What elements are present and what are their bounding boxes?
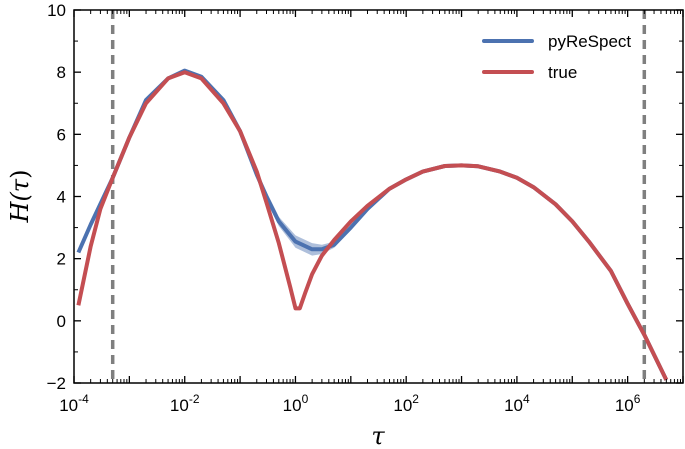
y-tick-labels: −2 0 2 4 6 8 10 bbox=[47, 1, 66, 393]
x-tick-label: 10-4 bbox=[59, 392, 89, 415]
y-tick-label: 6 bbox=[57, 125, 66, 144]
x-tick-label: 106 bbox=[615, 392, 641, 415]
x-tick-label: 10-2 bbox=[170, 392, 200, 415]
x-tick-label: 100 bbox=[283, 392, 309, 415]
y-tick-label: 2 bbox=[57, 250, 66, 269]
band-pyrespect bbox=[78, 70, 667, 380]
threshold-lines bbox=[110, 10, 647, 383]
x-tick-label: 104 bbox=[504, 392, 530, 415]
series-lines bbox=[76, 68, 669, 381]
legend-label-true: true bbox=[548, 63, 577, 82]
y-tick-label: 10 bbox=[47, 1, 66, 20]
legend-label-pyrespect: pyReSpect bbox=[548, 32, 631, 51]
uncertainty-band bbox=[78, 70, 667, 380]
y-tick-label: 0 bbox=[57, 312, 66, 331]
y-tick-label: 8 bbox=[57, 63, 66, 82]
x-tick-labels: 10-4 10-2 100 102 104 106 bbox=[59, 392, 641, 415]
y-tick-label: 4 bbox=[57, 188, 66, 207]
y-axis-label: H(τ) bbox=[6, 170, 34, 224]
x-tick-label: 102 bbox=[393, 392, 419, 415]
x-axis-label: τ bbox=[371, 422, 385, 449]
y-tick-label: −2 bbox=[47, 374, 66, 393]
legend: pyReSpect true bbox=[482, 32, 631, 82]
axis-ticks bbox=[73, 9, 684, 384]
series-line-true bbox=[76, 70, 669, 381]
series-line-pyrespect bbox=[76, 68, 669, 381]
